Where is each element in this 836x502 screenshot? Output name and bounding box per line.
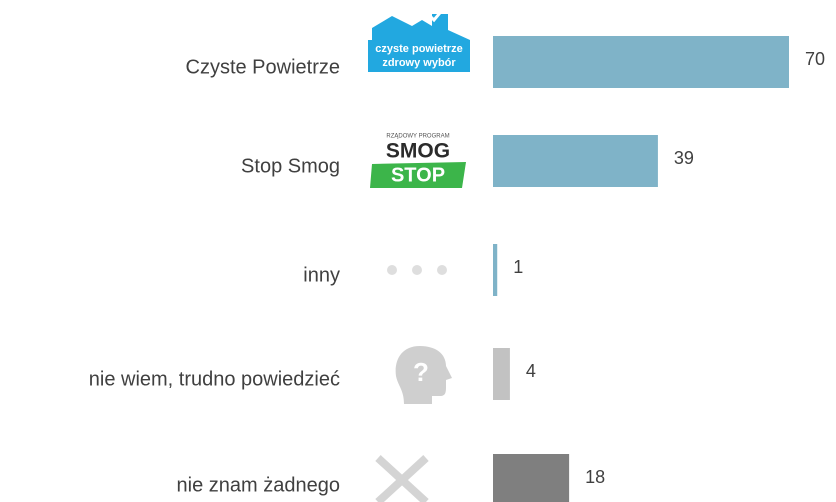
svg-text:?: ? [413,357,429,387]
dots-icon [387,265,447,275]
value-label: 4 [526,361,536,381]
logo-text: SMOG [386,140,450,163]
category-label: nie znam żadnego [177,474,340,496]
logo-smog-stop: RZĄDOWY PROGRAM SMOG STOP [370,134,466,188]
question-head-icon: ? [395,346,452,404]
logo-text: STOP [391,164,445,186]
bar [493,244,498,296]
category-label: Czyste Powietrze [186,56,341,78]
logo-text: zdrowy wybór [382,57,456,69]
x-icon [375,455,429,502]
category-label: inny [303,264,340,286]
bar [493,348,510,400]
value-label: 18 [585,467,605,487]
category-label: nie wiem, trudno powiedzieć [89,368,340,390]
value-label: 1 [513,257,523,277]
logo-text: czyste powietrze [375,43,462,55]
logo-text: RZĄDOWY PROGRAM [386,134,449,140]
category-label: Stop Smog [241,155,340,177]
bar [493,135,658,187]
value-label: 70 [805,49,825,69]
bar [493,36,789,88]
logo-czyste-powietrze: czyste powietrze zdrowy wybór [368,7,470,72]
bar [493,454,570,502]
value-label: 39 [674,148,694,168]
